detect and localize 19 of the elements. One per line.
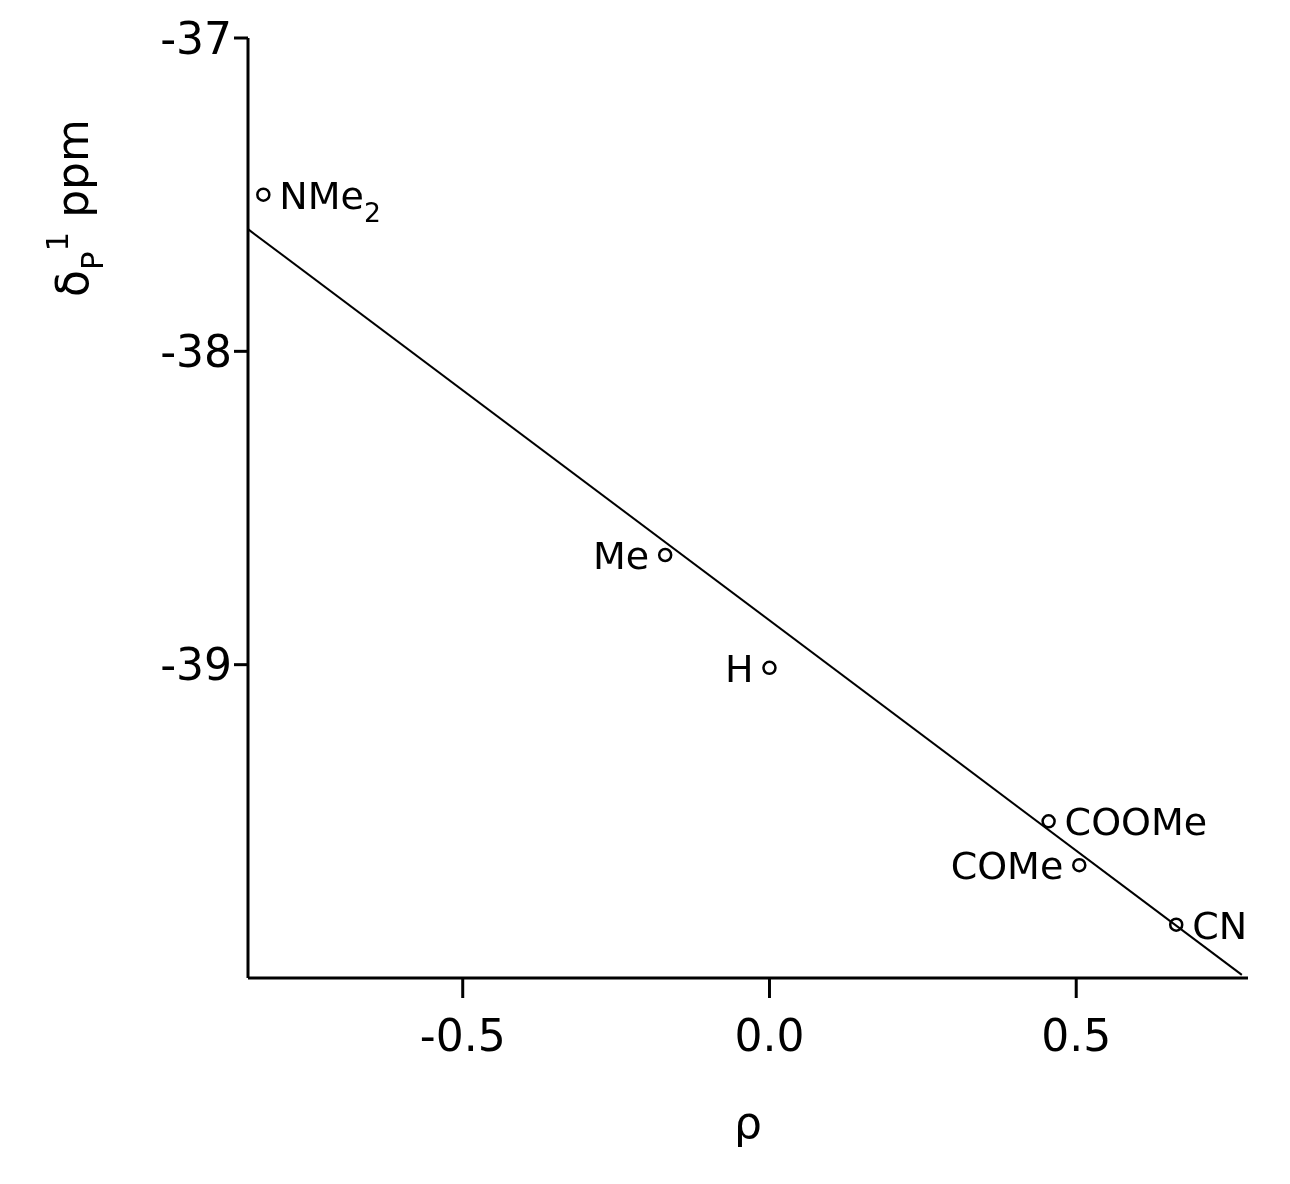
x-axis-title: ρ — [734, 1097, 762, 1148]
annotation: Me — [593, 534, 650, 578]
point — [256, 187, 271, 202]
annotation: H — [724, 646, 754, 691]
y-tick-label: -39 — [160, 639, 232, 691]
point — [657, 547, 673, 563]
point — [1168, 917, 1184, 932]
annotation: CN — [1192, 903, 1248, 948]
x-tick-label: 0.5 — [1041, 1010, 1112, 1062]
point — [1041, 814, 1056, 829]
y-tick-label: -38 — [160, 325, 232, 377]
annotation: COMe — [950, 844, 1064, 889]
y-tick-label: -37 — [160, 12, 232, 64]
x-tick-label: -0.5 — [419, 1010, 506, 1062]
annotation: COOMe — [1064, 800, 1208, 845]
point — [762, 660, 777, 676]
y-axis-title: δP1 ppm — [39, 119, 111, 297]
x-tick-label: 0.0 — [734, 1010, 805, 1062]
point — [1072, 857, 1087, 873]
